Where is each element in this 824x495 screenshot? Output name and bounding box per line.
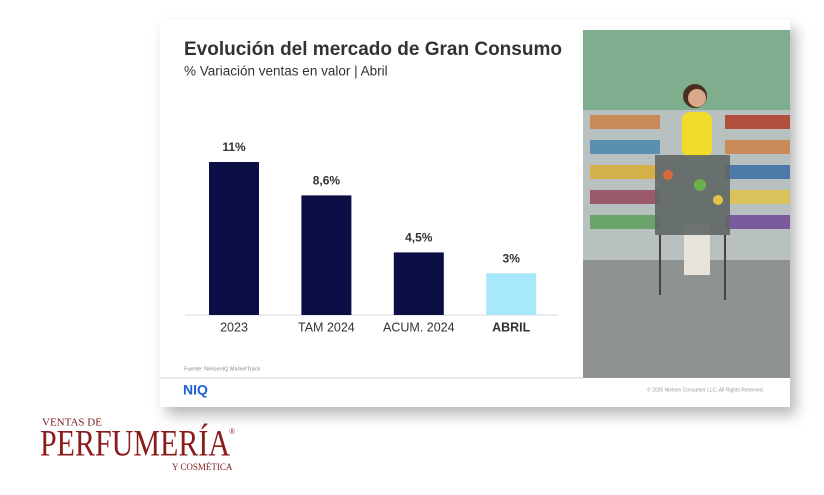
x-tick-label: ABRIL <box>492 320 531 334</box>
bar <box>393 252 444 315</box>
value-label: 8,6% <box>313 174 341 188</box>
photo <box>583 30 790 378</box>
chart-title: Evolución del mercado de Gran Consumo <box>184 39 562 60</box>
logo-bottom: Y COSMÉTICA <box>172 462 233 472</box>
bar <box>209 162 259 315</box>
x-tick-label: ACUM. 2024 <box>383 320 455 334</box>
value-label: 4,5% <box>405 231 433 245</box>
x-tick-label: TAM 2024 <box>298 320 355 334</box>
value-label: 11% <box>222 140 246 154</box>
x-tick-label: 2023 <box>220 320 248 334</box>
bar <box>486 273 537 315</box>
logo-mark: ® <box>229 427 235 436</box>
copyright: © 2025 Nielsen Consumer LLC. All Rights … <box>647 386 764 393</box>
logo-top: VENTAS DE <box>42 417 102 429</box>
brand: NIQ <box>183 382 208 398</box>
bar <box>301 195 352 315</box>
source: Fuente: NielsenIQ MarketTrack <box>184 366 260 372</box>
value-label: 3% <box>503 251 521 265</box>
chart-subtitle: % Variación ventas en valor | Abril <box>184 64 388 79</box>
logo-main: PERFUMERÍA <box>40 422 230 464</box>
